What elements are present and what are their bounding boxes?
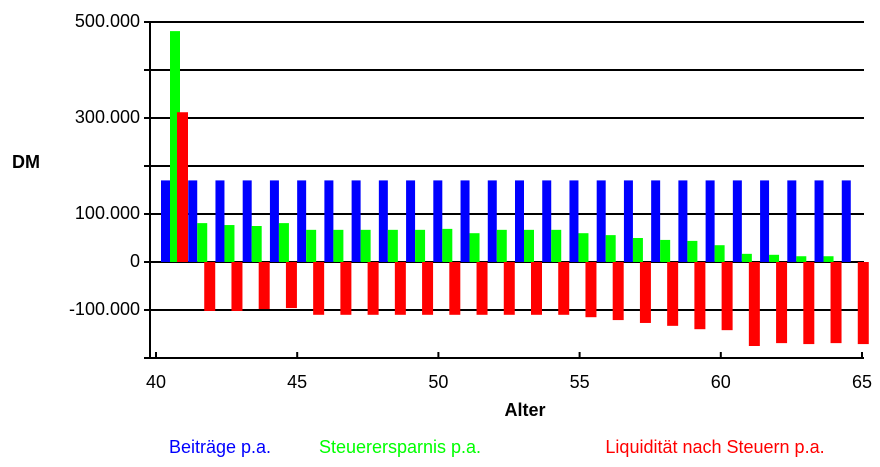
bar <box>215 180 225 262</box>
bar <box>406 180 416 262</box>
bar <box>197 223 208 262</box>
bar <box>161 180 170 262</box>
bar <box>787 180 797 262</box>
bar <box>542 180 552 262</box>
bar <box>442 228 453 262</box>
bar <box>776 262 788 344</box>
bar <box>678 180 688 262</box>
bar <box>242 180 252 262</box>
bar <box>803 262 815 345</box>
bar <box>367 262 379 315</box>
legend-label: Steuerersparnis p.a. <box>319 437 481 457</box>
bar <box>269 180 279 262</box>
bar <box>687 240 698 262</box>
bar <box>387 229 398 262</box>
legend-label: Liquidität nach Steuern p.a. <box>605 437 824 457</box>
bar <box>612 262 624 321</box>
y-tick-label: 500.000 <box>75 11 140 31</box>
bar <box>639 262 651 323</box>
bar <box>585 262 597 318</box>
x-axis-label: Alter <box>504 400 545 420</box>
bar <box>796 256 807 262</box>
bar <box>667 262 679 326</box>
bar <box>224 225 235 262</box>
bar <box>306 229 317 262</box>
bar <box>857 262 869 345</box>
bar <box>524 229 534 262</box>
bar <box>487 180 497 262</box>
bar <box>760 180 770 262</box>
x-tick-label: 40 <box>146 372 166 392</box>
y-axis-label: DM <box>12 152 40 172</box>
bar <box>231 262 243 311</box>
bar <box>705 180 715 262</box>
bar <box>394 262 406 315</box>
y-tick-label: 300.000 <box>75 107 140 127</box>
bar <box>177 112 188 263</box>
bar <box>503 262 515 315</box>
bar <box>741 253 752 262</box>
bar <box>460 180 470 262</box>
bar <box>714 245 725 262</box>
bar <box>531 262 542 315</box>
bar <box>623 180 633 262</box>
bar <box>769 254 780 262</box>
bar <box>204 262 216 311</box>
bar <box>170 31 180 263</box>
y-tick-label: 0 <box>130 251 140 271</box>
bar <box>551 229 562 262</box>
bar <box>251 226 262 262</box>
bar <box>340 262 352 315</box>
bar <box>605 235 616 262</box>
bar <box>449 262 461 315</box>
legend-label: Beiträge p.a. <box>169 437 271 457</box>
bar <box>660 239 671 262</box>
bar <box>823 256 834 262</box>
x-tick-label: 55 <box>570 372 590 392</box>
bar <box>188 180 198 262</box>
bar <box>694 262 706 330</box>
bar <box>285 262 297 309</box>
x-tick-label: 45 <box>287 372 307 392</box>
bar <box>278 223 289 262</box>
bar <box>558 262 570 315</box>
bar <box>596 180 606 262</box>
bar <box>721 262 733 331</box>
bar <box>814 180 824 262</box>
bar <box>333 229 344 262</box>
y-tick-label: 100.000 <box>75 203 140 223</box>
bar <box>324 180 334 262</box>
bar <box>351 180 361 262</box>
bar <box>732 180 742 262</box>
bar <box>360 229 371 262</box>
bar <box>841 180 851 262</box>
bar <box>830 262 842 344</box>
x-tick-label: 50 <box>428 372 448 392</box>
bar <box>422 262 434 315</box>
bar <box>496 229 507 262</box>
bar <box>515 180 524 262</box>
bar <box>469 233 480 262</box>
bar <box>258 262 270 310</box>
bar <box>297 180 307 262</box>
bar <box>415 229 426 262</box>
bar <box>578 233 589 262</box>
bar <box>313 262 325 315</box>
bar <box>651 180 661 262</box>
bar <box>632 238 643 262</box>
bar <box>378 180 388 262</box>
x-tick-label: 60 <box>711 372 731 392</box>
bar <box>569 180 579 262</box>
bar <box>748 262 760 346</box>
bar <box>476 262 488 315</box>
y-tick-label: -100.000 <box>69 299 140 319</box>
x-tick-label: 65 <box>852 372 872 392</box>
bar <box>433 180 443 262</box>
